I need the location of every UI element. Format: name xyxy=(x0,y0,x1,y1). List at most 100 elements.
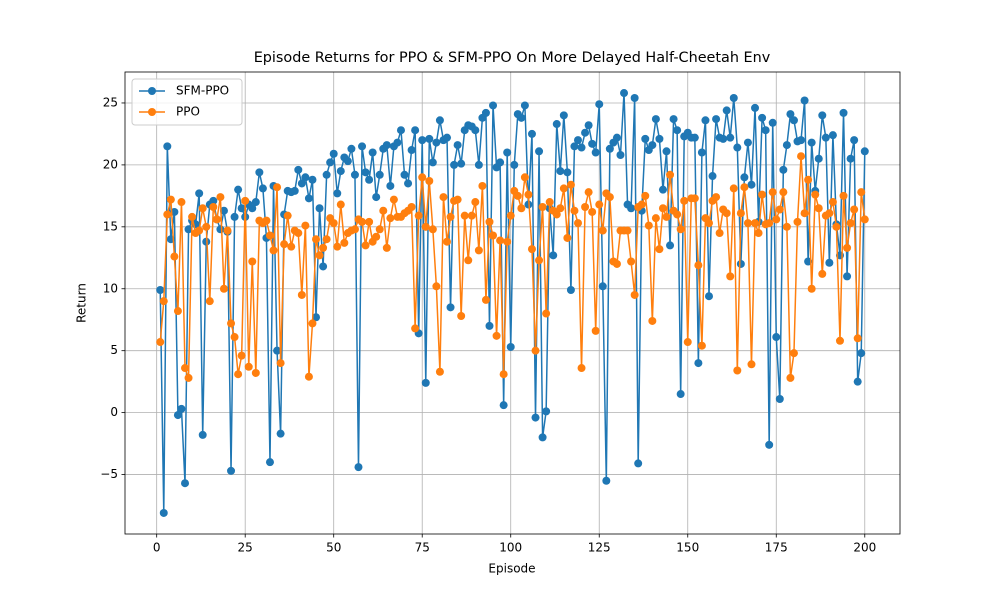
data-point xyxy=(623,226,632,235)
data-point xyxy=(673,126,682,135)
data-point xyxy=(708,172,717,181)
data-point xyxy=(485,321,494,330)
data-point xyxy=(322,235,331,244)
data-point xyxy=(662,212,671,221)
data-point xyxy=(577,143,586,152)
data-point xyxy=(747,360,756,369)
data-point xyxy=(828,131,837,140)
data-point xyxy=(697,341,706,350)
legend-marker xyxy=(148,108,156,116)
data-point xyxy=(563,233,572,242)
data-point xyxy=(212,215,221,224)
data-point xyxy=(219,206,228,215)
data-point xyxy=(181,479,190,488)
legend-label: PPO xyxy=(176,105,200,119)
x-tick-label: 25 xyxy=(238,541,253,555)
data-point xyxy=(733,366,742,375)
data-point xyxy=(411,324,420,333)
data-point xyxy=(538,433,547,442)
data-point xyxy=(177,404,186,413)
data-point xyxy=(297,290,306,299)
data-point xyxy=(527,129,536,138)
data-point xyxy=(751,219,760,228)
data-point xyxy=(248,204,257,213)
data-point xyxy=(492,331,501,340)
data-point xyxy=(404,179,413,188)
chart-title: Episode Returns for PPO & SFM-PPO On Mor… xyxy=(254,50,771,66)
data-point xyxy=(584,121,593,130)
data-point xyxy=(630,290,639,299)
data-point xyxy=(733,143,742,152)
data-point xyxy=(768,118,777,127)
data-point xyxy=(726,133,735,142)
data-point xyxy=(478,181,487,190)
data-point xyxy=(701,116,710,125)
data-point xyxy=(173,307,182,316)
data-point xyxy=(336,200,345,209)
data-point xyxy=(439,193,448,202)
data-point xyxy=(605,193,614,202)
data-point xyxy=(216,193,225,202)
data-point xyxy=(460,211,469,220)
data-point xyxy=(319,243,328,252)
x-tick-label: 50 xyxy=(326,541,341,555)
data-point xyxy=(308,319,317,328)
data-point xyxy=(411,126,420,135)
legend-label: SFM-PPO xyxy=(176,84,229,98)
data-point xyxy=(453,195,462,204)
data-point xyxy=(365,217,374,226)
data-point xyxy=(570,206,579,215)
data-point xyxy=(450,160,459,169)
x-tick-label: 200 xyxy=(853,541,876,555)
data-point xyxy=(729,94,738,103)
data-point xyxy=(503,237,512,246)
data-point xyxy=(223,226,232,235)
data-point xyxy=(361,168,370,177)
data-point xyxy=(726,272,735,281)
data-point xyxy=(202,222,211,231)
data-point xyxy=(627,257,636,266)
data-point xyxy=(184,225,193,234)
data-point xyxy=(262,216,271,225)
data-point xyxy=(287,242,296,251)
data-point xyxy=(789,349,798,358)
data-point xyxy=(237,351,246,360)
data-point xyxy=(418,136,427,145)
data-point xyxy=(276,429,285,438)
data-point xyxy=(499,401,508,410)
data-point xyxy=(506,342,515,351)
data-point xyxy=(181,364,190,373)
data-point xyxy=(170,252,179,261)
data-point xyxy=(524,190,533,199)
data-point xyxy=(230,212,239,221)
data-point xyxy=(489,231,498,240)
data-point xyxy=(850,136,859,145)
data-point xyxy=(457,312,466,321)
data-point xyxy=(694,359,703,368)
data-point xyxy=(290,186,299,195)
data-point xyxy=(350,225,359,234)
x-tick-label: 175 xyxy=(765,541,788,555)
data-point xyxy=(503,148,512,157)
data-point xyxy=(474,160,483,169)
data-point xyxy=(743,219,752,228)
data-point xyxy=(641,134,650,143)
data-point xyxy=(443,237,452,246)
data-point xyxy=(835,336,844,345)
data-point xyxy=(156,338,165,347)
data-point xyxy=(690,133,699,142)
data-point xyxy=(704,292,713,301)
data-point xyxy=(807,138,816,147)
data-point xyxy=(485,217,494,226)
data-point xyxy=(797,152,806,161)
data-point xyxy=(860,215,869,224)
data-point xyxy=(712,115,721,124)
x-tick-label: 0 xyxy=(153,541,161,555)
data-point xyxy=(304,194,313,203)
data-point xyxy=(496,158,505,167)
data-point xyxy=(697,148,706,157)
data-point xyxy=(326,158,335,167)
data-point xyxy=(552,120,561,129)
data-point xyxy=(319,262,328,271)
